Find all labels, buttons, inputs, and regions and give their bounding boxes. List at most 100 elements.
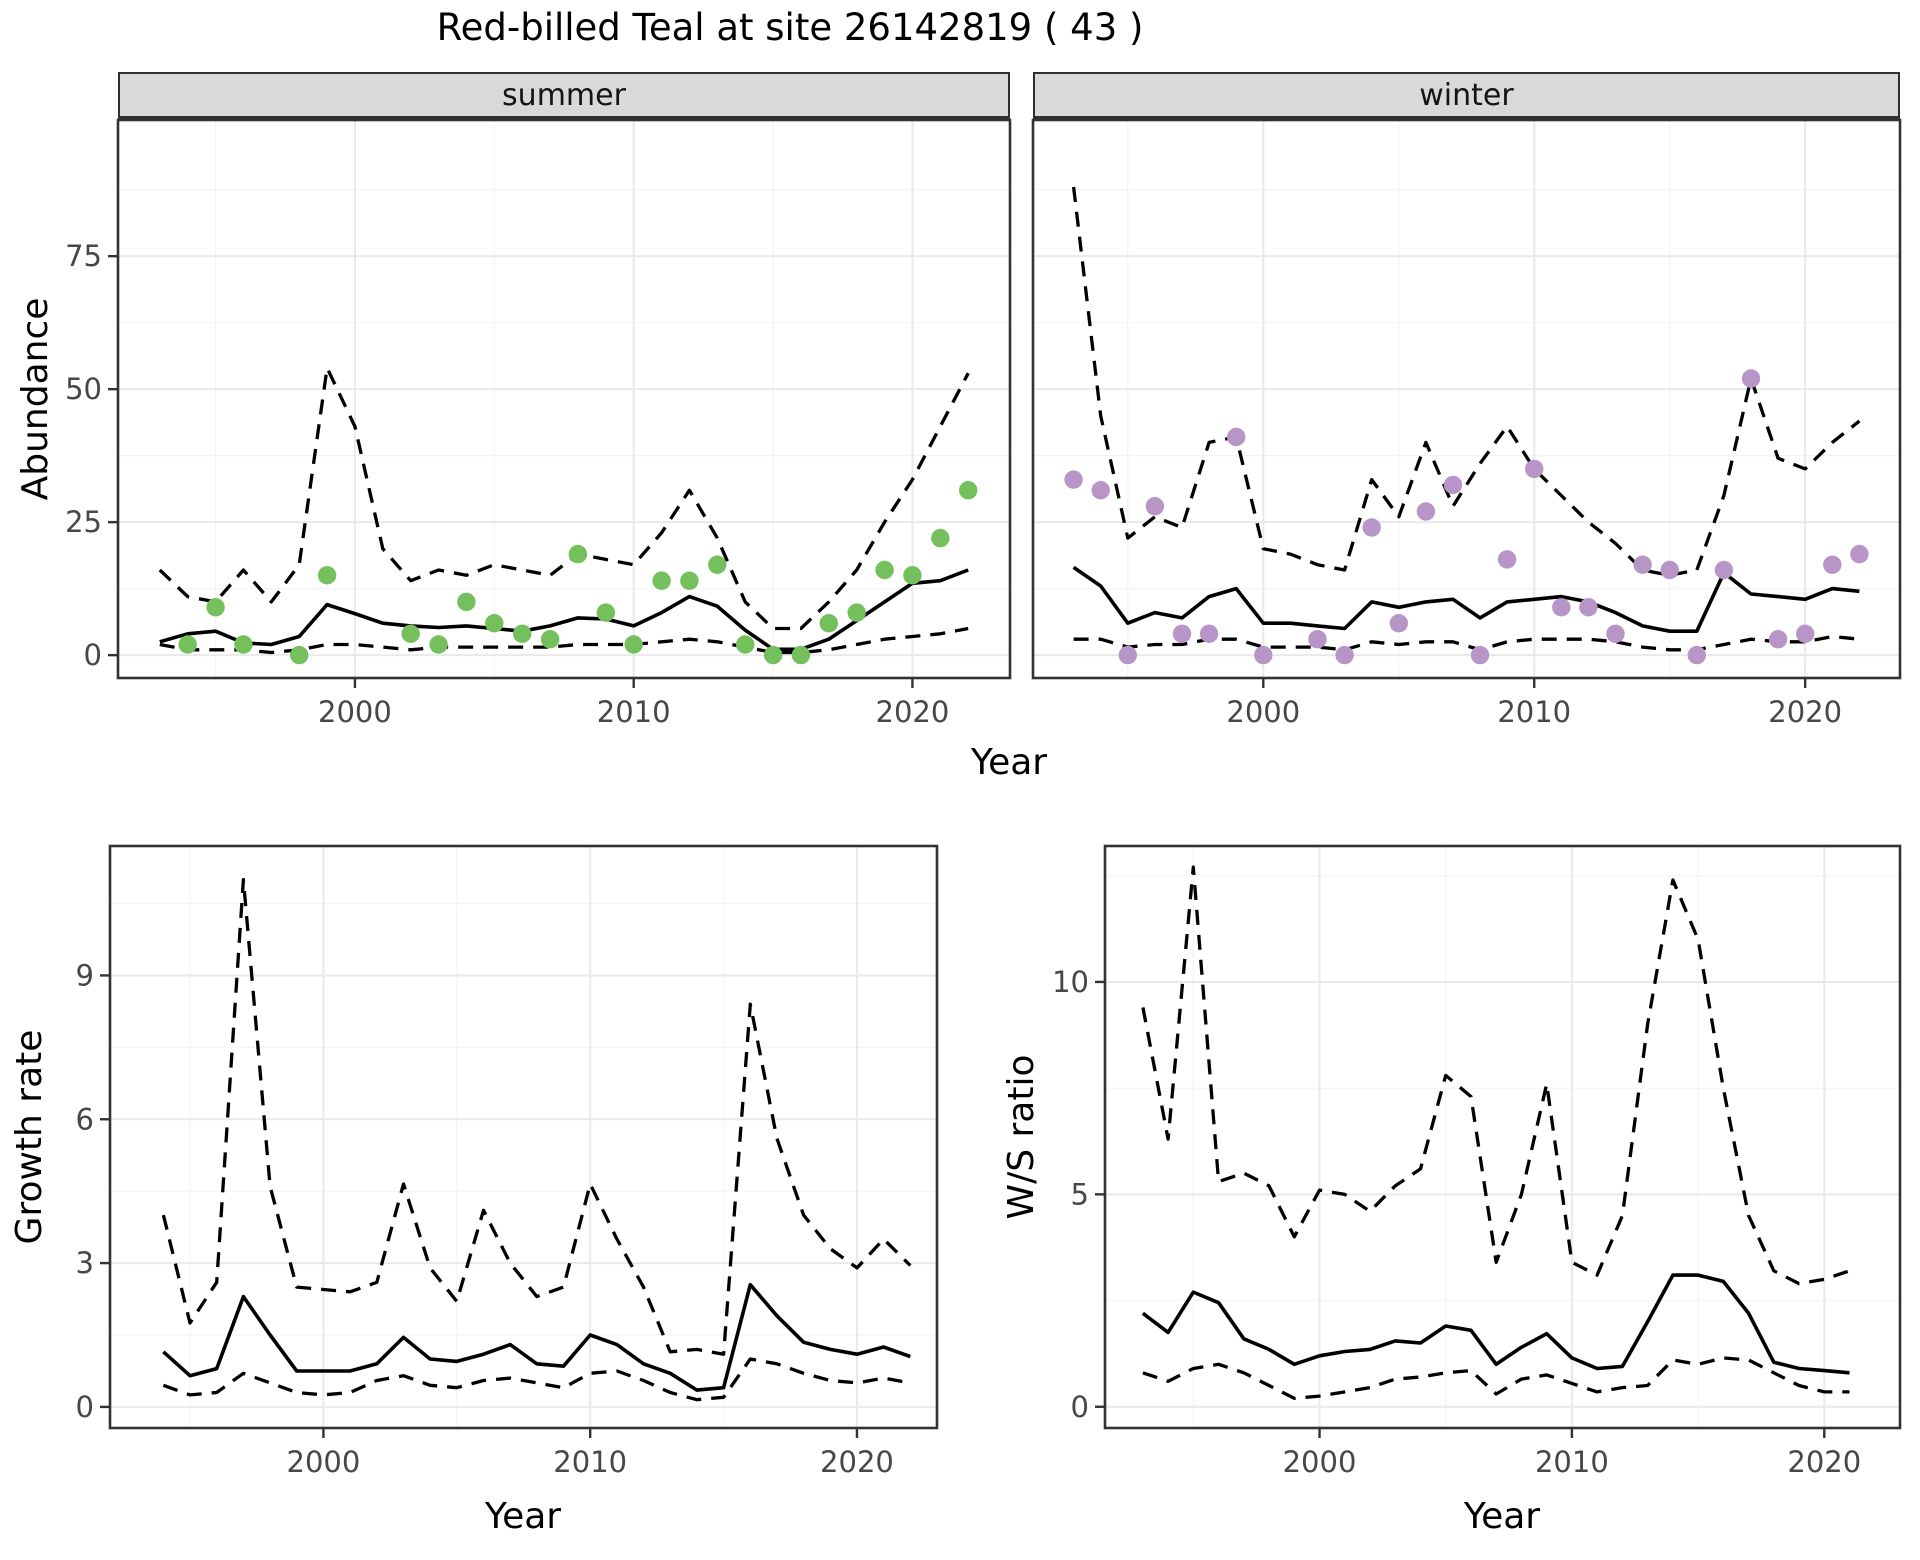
observed_counts-point	[1416, 502, 1436, 521]
observed_counts-point	[1118, 645, 1137, 665]
observed_counts-point	[1525, 459, 1544, 479]
observed_counts-point	[1497, 550, 1517, 569]
facet-strip-label: winter	[1419, 77, 1514, 113]
observed_counts-point	[931, 528, 950, 548]
observed_counts-point	[1552, 598, 1571, 617]
observed_counts-point	[1389, 614, 1408, 633]
x-tick-label: 2000	[287, 1445, 361, 1479]
x-axis-title-year-growth: Year	[484, 1496, 562, 1537]
y-axis-title-ws-ratio: W/S ratio	[1001, 1054, 1042, 1220]
x-tick-label: 2010	[1497, 695, 1571, 729]
y-tick-label: 3	[76, 1246, 94, 1280]
upper_ci-line	[1071, 186, 1861, 577]
x-axis-title-year-top: Year	[970, 742, 1048, 783]
observed_counts-point	[540, 630, 560, 649]
panel-border	[108, 844, 939, 1430]
x-tick-label: 2010	[553, 1445, 627, 1479]
facet-strip-winter: winter	[1033, 72, 1900, 120]
panel-abundance-winter: 2000 2010 2020	[1031, 118, 1902, 729]
y-tick-label: 0	[84, 638, 102, 672]
lower_ci-line	[1073, 634, 1860, 652]
observed_counts-point	[1714, 560, 1734, 580]
observed_counts-point	[317, 566, 337, 585]
observed_counts-point	[1145, 497, 1165, 516]
panel-abundance-summer: 2000 2010 2020 0 25 50 75	[65, 118, 1012, 729]
observed_counts-point	[652, 571, 671, 590]
observed_counts-point	[959, 481, 978, 500]
observed_counts-point	[903, 566, 922, 585]
lower_ci-line	[1142, 1356, 1850, 1400]
observed_counts-point	[1768, 630, 1788, 649]
y-axis-title-abundance: Abundance	[15, 297, 56, 501]
y-tick-label: 0	[1071, 1390, 1089, 1424]
upper_ci-line	[1141, 865, 1851, 1286]
observed_counts-point	[1687, 645, 1706, 665]
observed_counts-point	[1064, 470, 1083, 489]
observed_counts-point	[736, 635, 755, 654]
panel-ws-ratio: 2000 2010 2020 0 5 10	[1052, 844, 1902, 1479]
y-tick-label: 75	[65, 239, 102, 273]
observed_counts-point	[234, 635, 253, 654]
observed_counts-point	[680, 571, 699, 590]
panel-border	[1031, 118, 1902, 680]
x-tick-label: 2010	[1535, 1445, 1609, 1479]
x-tick-label: 2000	[1226, 695, 1300, 729]
observed_counts-point	[819, 614, 838, 633]
observed_counts-point	[1362, 518, 1381, 537]
observed_counts-point	[206, 598, 225, 617]
observed_counts-point	[763, 645, 783, 665]
x-tick-label: 2020	[1787, 1445, 1861, 1479]
observed_counts-point	[513, 624, 532, 643]
observed_counts-point	[401, 624, 420, 643]
observed_counts-point	[1470, 645, 1490, 665]
observed_counts-point	[1308, 630, 1327, 649]
observed_counts-point	[1606, 624, 1625, 643]
observed_counts-point	[1579, 598, 1598, 617]
observed_counts-point	[485, 614, 504, 633]
observed_counts-point	[457, 592, 476, 612]
observed_counts-point	[568, 544, 588, 564]
observed_counts-point	[1633, 555, 1652, 574]
observed_counts-point	[1741, 369, 1761, 388]
y-axis-title-growth-rate: Growth rate	[9, 1029, 50, 1245]
plot-title: Red-billed Teal at site 26142819 ( 43 )	[436, 6, 1144, 49]
lower_ci-line	[162, 1357, 911, 1402]
y-tick-label: 10	[1052, 965, 1089, 999]
y-tick-label: 50	[65, 372, 102, 406]
observed_counts-point	[1254, 645, 1273, 665]
y-tick-label: 5	[1071, 1177, 1089, 1211]
panel-border	[1103, 844, 1902, 1430]
mean-line	[159, 568, 969, 652]
observed_counts-point	[1850, 544, 1869, 564]
x-tick-label: 2010	[597, 695, 671, 729]
observed_counts-point	[1199, 624, 1219, 643]
observed_counts-point	[791, 645, 811, 665]
mean-line	[1072, 565, 1860, 634]
mean-line	[162, 1282, 911, 1392]
upper_ci-line	[158, 366, 970, 631]
y-tick-label: 6	[76, 1102, 94, 1136]
observed_counts-point	[596, 603, 615, 622]
observed_counts-point	[1796, 624, 1815, 643]
panel-border	[116, 118, 1012, 680]
observed_counts-point	[624, 635, 643, 654]
observed_counts-point	[1823, 555, 1842, 574]
observed_counts-point	[1227, 427, 1246, 447]
observed_counts-point	[1091, 481, 1110, 500]
panel-growth-rate: 2000 2010 2020 0 3 6 9	[76, 844, 939, 1479]
x-tick-label: 2000	[318, 695, 392, 729]
y-tick-label: 25	[65, 505, 102, 539]
observed_counts-point	[708, 555, 727, 574]
x-tick-label: 2000	[1283, 1445, 1357, 1479]
observed_counts-point	[290, 645, 309, 665]
facet-strip-label: summer	[502, 77, 626, 113]
observed_counts-point	[1335, 645, 1354, 665]
y-tick-label: 9	[76, 958, 94, 992]
facet-strip-summer: summer	[118, 72, 1010, 120]
x-tick-label: 2020	[876, 695, 950, 729]
observed_counts-point	[847, 603, 866, 622]
observed_counts-point	[178, 635, 197, 654]
x-axis-title-year-ws: Year	[1463, 1496, 1541, 1537]
observed_counts-point	[875, 560, 894, 580]
